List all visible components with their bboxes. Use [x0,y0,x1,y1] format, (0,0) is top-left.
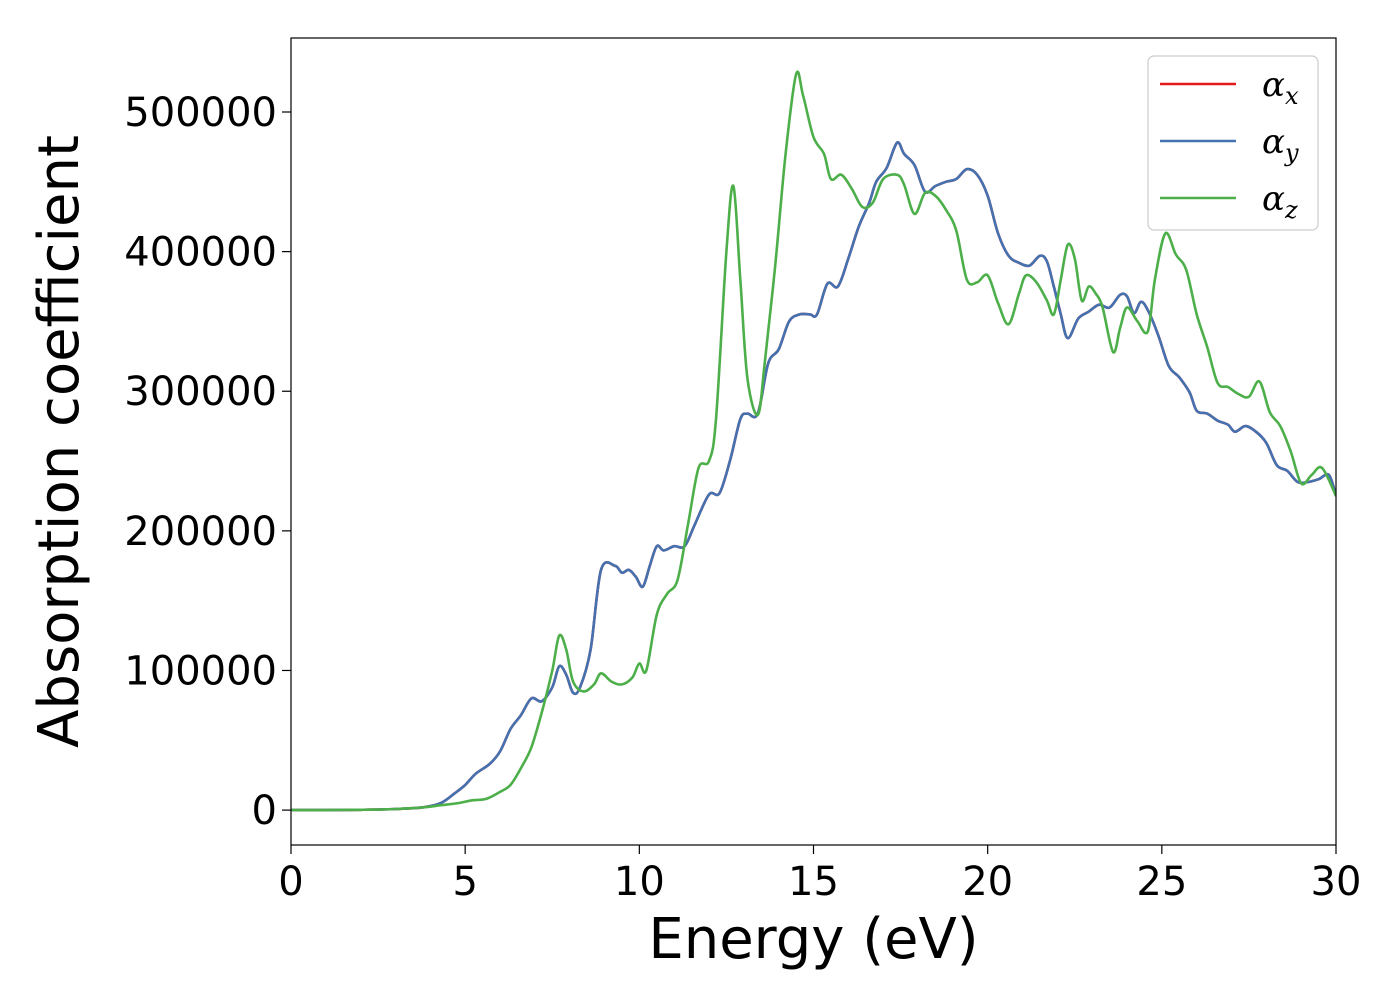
y-axis: 0 100000 200000 300000 400000 500000 [124,90,291,834]
series-line-alpha-z [291,70,1336,812]
legend-label-alpha-y: αy [1262,122,1299,167]
series-line-alpha-y [291,141,1336,812]
x-tick-label: 15 [788,859,839,905]
x-axis: 0 5 10 15 20 25 30 [278,845,1361,905]
y-tick-label: 400000 [124,230,277,276]
series-layer [291,70,1336,812]
x-tick-label: 20 [962,859,1013,905]
x-tick-label: 25 [1136,859,1187,905]
x-tick-label: 0 [278,859,303,905]
legend-box [1147,55,1319,231]
y-tick-label: 200000 [124,509,277,555]
y-tick-label: 500000 [124,90,277,136]
x-axis-title: Energy (eV) [648,907,978,972]
y-tick-label: 300000 [124,369,277,415]
legend-label-alpha-x: αx [1262,65,1299,110]
legend-label-alpha-z: αz [1262,179,1298,224]
y-axis-title: Absorption coefficient [27,135,92,748]
x-tick-label: 30 [1311,859,1362,905]
legend: αx αy αz [1147,55,1319,231]
x-tick-label: 5 [452,859,477,905]
x-tick-label: 10 [614,859,665,905]
y-tick-label: 100000 [124,648,277,694]
y-tick-label: 0 [252,788,277,834]
